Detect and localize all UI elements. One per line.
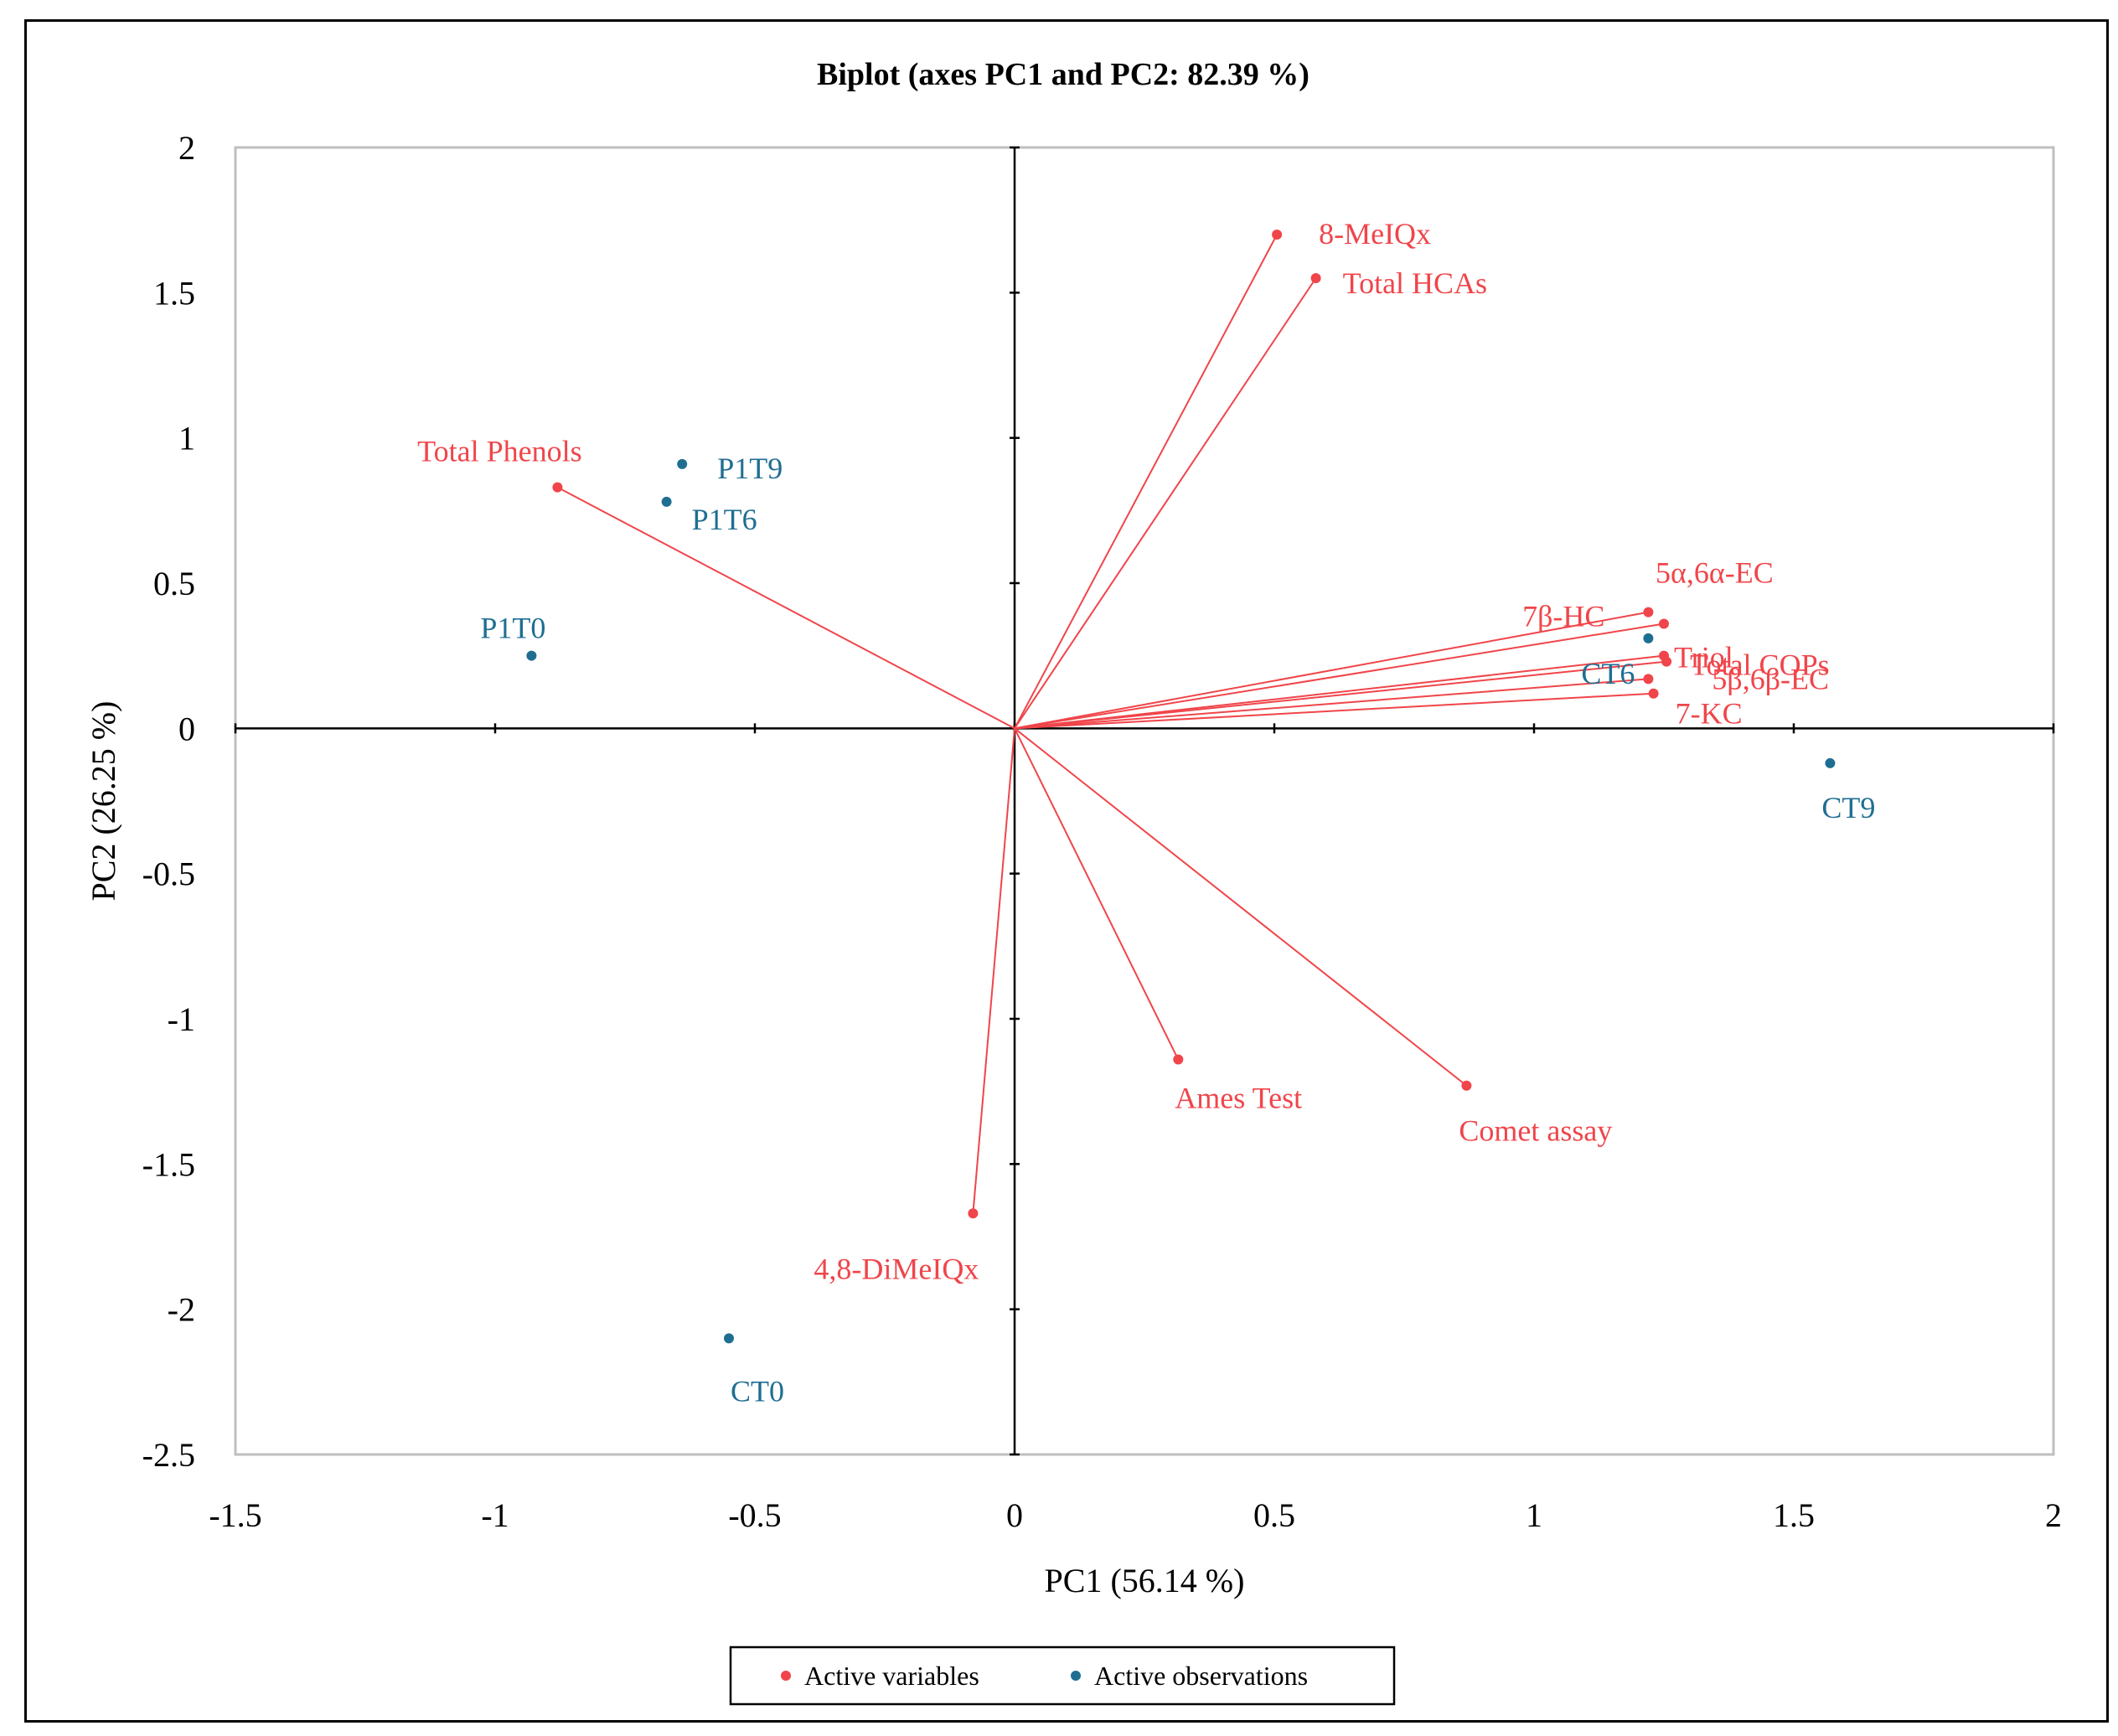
- y-tick-label: 1.5: [153, 274, 195, 312]
- vector-triol: [1014, 654, 1665, 730]
- point-comet-assay: [1461, 1080, 1472, 1091]
- point-total-hcas: [1310, 273, 1321, 283]
- axes: [234, 146, 2055, 1456]
- vector-4-8-dimeiqx: [972, 728, 1015, 1214]
- legend-box: [729, 1646, 1396, 1706]
- point-p1t9: [677, 458, 688, 469]
- y-tick-label: -2.5: [142, 1436, 195, 1474]
- y-tick-label: -2: [168, 1291, 195, 1329]
- point-4-8-dimeiqx: [968, 1208, 979, 1219]
- x-axis-label: PC1 (56.14 %): [1045, 1562, 1245, 1599]
- x-tick-labels: -1.5 -1 -0.5 0 0.5 1 1.5 2: [209, 1496, 2062, 1534]
- vector-5-6-ec: [1014, 678, 1649, 730]
- y-tick-label: 2: [178, 129, 195, 167]
- point-5-6-ec: [1659, 618, 1669, 629]
- plot-area: [234, 146, 2055, 1456]
- vector-5-6-ec: [1014, 623, 1665, 730]
- label-total-hcas: Total HCAs: [1343, 266, 1487, 300]
- vector-7-kc: [1014, 692, 1654, 730]
- point-p1t6: [661, 496, 672, 507]
- point-ames-test: [1173, 1054, 1184, 1065]
- x-tick-label: -1: [481, 1496, 509, 1534]
- y-tick-label: -0.5: [142, 855, 195, 893]
- y-tick-label: 1: [178, 420, 195, 457]
- figure-frame: [24, 19, 2109, 1723]
- variable-vectors: [556, 234, 1667, 1214]
- label-p1t6: P1T6: [692, 503, 757, 536]
- x-tick-label: 2: [2045, 1496, 2062, 1534]
- label-7-kc: 7-KC: [1676, 697, 1743, 731]
- label-p1t0: P1T0: [480, 612, 545, 645]
- point-p1t0: [526, 650, 537, 661]
- label-total-cops: Total COPs: [1690, 648, 1830, 682]
- y-tick-label: -1: [168, 1000, 195, 1038]
- point-7-kc: [1648, 688, 1659, 699]
- vector-total-cops: [1014, 660, 1667, 730]
- x-tick-label: -1.5: [209, 1496, 261, 1534]
- x-tick-label: 1: [1526, 1496, 1542, 1534]
- vector-7-hc: [1014, 611, 1649, 730]
- label-total-phenols: Total Phenols: [417, 435, 581, 468]
- label-4-8-dimeiqx: 4,8-DiMeIQx: [814, 1252, 979, 1285]
- label-ames-test: Ames Test: [1175, 1082, 1302, 1115]
- y-tick-labels: -2.5 -2 -1.5 -1 -0.5 0 0.5 1 1.5 2: [142, 129, 195, 1474]
- legend-label-variables: Active variables: [804, 1661, 979, 1691]
- point-8-meiqx: [1272, 230, 1283, 240]
- vector-8-meiqx: [1014, 234, 1278, 729]
- y-tick-label: -1.5: [142, 1145, 195, 1183]
- label-5-6-ec: 5α,6α-EC: [1656, 556, 1774, 590]
- vector-comet-assay: [1014, 727, 1468, 1087]
- point-ct6: [1643, 633, 1654, 643]
- vector-ames-test: [1014, 727, 1180, 1060]
- points: [526, 230, 1836, 1344]
- label-8-meiqx: 8-MeIQx: [1319, 217, 1431, 251]
- label-ct6: CT6: [1581, 657, 1635, 690]
- label-5-6-ec: 5β,6β-EC: [1712, 662, 1829, 695]
- y-tick-label: 0.5: [153, 565, 195, 602]
- label-ct0: CT0: [731, 1374, 784, 1408]
- point-ct9: [1825, 757, 1836, 768]
- x-tick-label: 0: [1006, 1496, 1023, 1534]
- label-triol: Triol: [1674, 641, 1733, 674]
- vector-total-hcas: [1014, 277, 1317, 729]
- y-axis-label: PC2 (26.25 %): [85, 701, 122, 902]
- legend-marker-observations: [1071, 1671, 1081, 1681]
- chart-title: Biplot (axes PC1 and PC2: 82.39 %): [817, 57, 1310, 92]
- point-total-cops: [1661, 656, 1672, 667]
- label-p1t9: P1T9: [717, 452, 783, 485]
- vector-total-phenols: [556, 486, 1015, 730]
- x-tick-label: 1.5: [1773, 1496, 1815, 1534]
- point-5-6-ec: [1643, 674, 1654, 685]
- label-ct9: CT9: [1821, 791, 1875, 824]
- x-tick-label: 0.5: [1253, 1496, 1295, 1534]
- point-labels: 8-MeIQx Total HCAs Total Phenols 5α,6α-EC 7β…: [417, 217, 1875, 1408]
- y-tick-label: 0: [178, 710, 195, 747]
- label-comet-assay: Comet assay: [1459, 1114, 1612, 1148]
- point-7-hc: [1643, 607, 1654, 617]
- legend-label-observations: Active observations: [1094, 1661, 1308, 1691]
- x-tick-label: -0.5: [728, 1496, 781, 1534]
- legend-marker-variables: [781, 1671, 791, 1681]
- point-ct0: [724, 1333, 734, 1344]
- label-7-hc: 7β-HC: [1522, 600, 1604, 633]
- legend: Active variables Active observations: [729, 1646, 1396, 1706]
- point-total-phenols: [552, 482, 563, 493]
